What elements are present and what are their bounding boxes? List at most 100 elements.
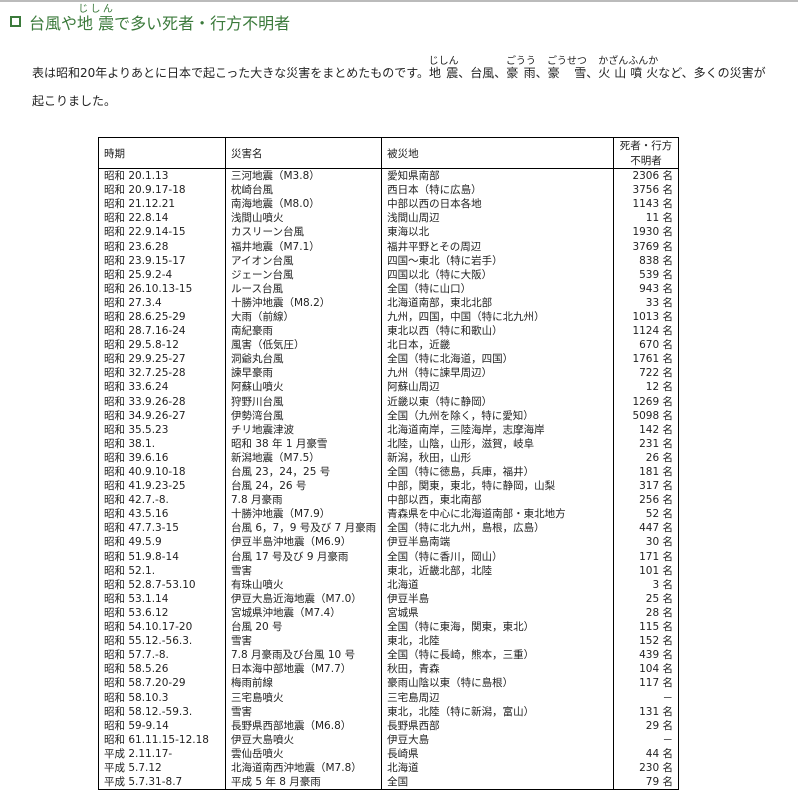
cell-disaster-name: 台風 6，7，9 号及び 7 月豪雨 xyxy=(224,521,383,536)
cell-casualties: 943 名 xyxy=(613,281,679,296)
cell-period: 昭和 29.9.25-27 xyxy=(98,352,226,367)
table-row: 昭和 59-9.14 長野県西部地震（M6.8） 長野県西部 29 名 xyxy=(98,718,679,733)
cell-casualties: 317 名 xyxy=(613,479,679,494)
table-row: 昭和 53.1.14 伊豆大島近海地震（M7.0） 伊豆半島 25 名 xyxy=(98,591,679,606)
ruby-base: 豪 雨 xyxy=(505,66,536,80)
cell-affected-area: 東北，北陸（特に新潟，富山） xyxy=(381,704,615,719)
intro-text: 、台風、 xyxy=(458,66,507,80)
cell-affected-area: 東北，近畿北部，北陸 xyxy=(381,563,615,578)
header-disaster-name: 災害名 xyxy=(224,137,383,169)
cell-period: 昭和 20.1.13 xyxy=(98,168,226,184)
cell-casualties: 1124 名 xyxy=(613,324,679,339)
cell-affected-area: 中部以西，東北南部 xyxy=(381,493,615,508)
table-row: 昭和 33.9.26-28 狩野川台風 近畿以東（特に静岡） 1269 名 xyxy=(98,394,679,409)
cell-casualties: 28 名 xyxy=(613,605,679,620)
cell-affected-area: 全国（特に東海，関東，東北） xyxy=(381,620,615,635)
intro-ruby: 豪 雪ごうせつ xyxy=(546,56,587,80)
table-row: 平成 5.7.31-8.7 平成 5 年 8 月豪雨 全国 79 名 xyxy=(98,775,679,790)
ruby-text: ごうう xyxy=(505,56,536,67)
cell-disaster-name: 雪害 xyxy=(224,634,383,649)
header-period: 時期 xyxy=(98,137,226,169)
table-row: 昭和 34.9.26-27 伊勢湾台風 全国（九州を除く，特に愛知） 5098 名 xyxy=(98,408,679,423)
title-ruby-text: じしん xyxy=(77,4,115,15)
cell-disaster-name: 台風 20 号 xyxy=(224,620,383,635)
cell-disaster-name: 梅雨前線 xyxy=(224,676,383,691)
title-ruby-base: 地 震 xyxy=(77,14,115,33)
cell-period: 昭和 61.11.15-12.18 xyxy=(98,732,226,747)
cell-disaster-name: 浅間山噴火 xyxy=(224,211,383,226)
cell-affected-area: 全国（特に香川，岡山） xyxy=(381,549,615,564)
cell-affected-area: 九州，四国，中国（特に北九州） xyxy=(381,309,615,325)
cell-casualties: 231 名 xyxy=(613,436,679,451)
cell-disaster-name: チリ地震津波 xyxy=(224,422,383,437)
cell-casualties: 1143 名 xyxy=(613,197,679,212)
table-row: 昭和 61.11.15-12.18 伊豆大島噴火 伊豆大島－ xyxy=(98,732,679,747)
table-row: 昭和 29.5.8-12 風害（低気圧） 北日本，近畿 670 名 xyxy=(98,338,679,353)
cell-affected-area: 浅間山周辺 xyxy=(381,211,615,226)
cell-period: 昭和 27.3.4 xyxy=(98,295,226,310)
cell-period: 昭和 53.6.12 xyxy=(98,605,226,620)
cell-affected-area: 四国～東北（特に岩手） xyxy=(381,253,615,268)
cell-casualties: 230 名 xyxy=(613,760,679,776)
cell-disaster-name: 北海道南西沖地震（M7.8） xyxy=(224,760,383,776)
table-row: 昭和 58.5.26 日本海中部地震（M7.7） 秋田，青森 104 名 xyxy=(98,662,679,677)
cell-period: 昭和 22.9.14-15 xyxy=(98,225,226,240)
intro-ruby: 地 震じしん xyxy=(429,56,459,80)
intro-text: など、多くの災害が起こりました。 xyxy=(32,66,766,108)
cell-casualties: 539 名 xyxy=(613,267,679,282)
cell-affected-area: 三宅島周辺 xyxy=(381,690,615,705)
cell-period: 昭和 59-9.14 xyxy=(98,718,226,733)
cell-affected-area: 阿蘇山周辺 xyxy=(381,380,615,395)
cell-casualties: 79 名 xyxy=(613,775,679,790)
cell-period: 昭和 26.10.13-15 xyxy=(98,281,226,296)
hollow-square-icon xyxy=(10,16,21,27)
cell-period: 昭和 38.1. xyxy=(98,436,226,451)
cell-disaster-name: 南紀豪雨 xyxy=(224,324,383,339)
table-row: 昭和 43.5.16 十勝沖地震（M7.9） 青森県を中心に北海道南部・東北地方 52… xyxy=(98,507,679,522)
cell-period: 昭和 25.9.2-4 xyxy=(98,267,226,282)
cell-disaster-name: アイオン台風 xyxy=(224,253,383,268)
cell-disaster-name: 新潟地震（M7.5） xyxy=(224,450,383,465)
title-after: で多い死者・行方不明者 xyxy=(114,14,291,33)
cell-period: 昭和 57.7.-8. xyxy=(98,648,226,663)
table-row: 昭和 26.10.13-15 ルース台風 全国（特に山口） 943 名 xyxy=(98,281,679,296)
cell-period: 昭和 23.9.15-17 xyxy=(98,253,226,268)
table-row: 昭和 28.7.16-24 南紀豪雨 東北以西（特に和歌山） 1124 名 xyxy=(98,324,679,339)
disaster-table: 時期 災害名 被災地 死者・行方不明者 昭和 20.1.13 三河地震（M3.8）… xyxy=(98,137,679,790)
cell-period: 昭和 49.5.9 xyxy=(98,535,226,550)
cell-period: 昭和 22.8.14 xyxy=(98,211,226,226)
cell-disaster-name: 日本海中部地震（M7.7） xyxy=(224,662,383,677)
cell-affected-area: 長野県西部 xyxy=(381,718,615,733)
table-row: 昭和 52.8.7-53.10 有珠山噴火 北海道 3 名 xyxy=(98,577,679,592)
cell-disaster-name: 阿蘇山噴火 xyxy=(224,380,383,395)
cell-casualties: 131 名 xyxy=(613,704,679,719)
cell-disaster-name: 伊豆半島沖地震（M6.9） xyxy=(224,535,383,550)
cell-casualties: 3 名 xyxy=(613,577,679,592)
cell-period: 昭和 33.6.24 xyxy=(98,380,226,395)
ruby-text: じしん xyxy=(428,56,459,67)
cell-disaster-name: 洞爺丸台風 xyxy=(224,352,383,367)
table-row: 昭和 58.10.3 三宅島噴火 三宅島周辺－ xyxy=(98,690,679,705)
table-row: 昭和 58.12.-59.3. 雪害 東北，北陸（特に新潟，富山） 131 名 xyxy=(98,704,679,719)
table-row: 昭和 29.9.25-27 洞爺丸台風 全国（特に北海道，四国） 1761 名 xyxy=(98,352,679,367)
table-row: 昭和 53.6.12 宮城県沖地震（M7.4） 宮城県 28 名 xyxy=(98,605,679,620)
cell-affected-area: 全国（特に長崎，熊本，三重） xyxy=(381,648,615,663)
cell-period: 昭和 58.7.20-29 xyxy=(98,676,226,691)
cell-disaster-name: 伊勢湾台風 xyxy=(224,408,383,423)
cell-casualties: 670 名 xyxy=(613,338,679,353)
cell-affected-area: 福井平野とその周辺 xyxy=(381,239,615,254)
cell-affected-area: 豪雨山陰以東（特に島根） xyxy=(381,676,615,691)
cell-period: 昭和 58.5.26 xyxy=(98,662,226,677)
ruby-text: ごうせつ xyxy=(546,56,587,67)
cell-affected-area: 中部，関東，東北，特に静岡，山梨 xyxy=(381,479,615,494)
intro-paragraph: 表は昭和20年よりあとに日本で起こった大きな災害をまとめたものです。地 震じしん… xyxy=(32,56,772,115)
cell-disaster-name: カスリーン台風 xyxy=(224,225,383,240)
cell-affected-area: 全国（九州を除く，特に愛知） xyxy=(381,408,615,423)
ruby-base: 豪 雪 xyxy=(546,66,587,80)
table-row: 昭和 41.9.23-25 台風 24，26 号中部，関東，東北，特に静岡，山梨 3… xyxy=(98,479,679,494)
cell-disaster-name: 南海地震（M8.0） xyxy=(224,197,383,212)
cell-affected-area: 伊豆半島 xyxy=(381,591,615,606)
ruby-text: かざんふんか xyxy=(598,56,659,67)
cell-affected-area: 北海道 xyxy=(381,577,615,592)
title-before: 台風や xyxy=(29,14,78,33)
